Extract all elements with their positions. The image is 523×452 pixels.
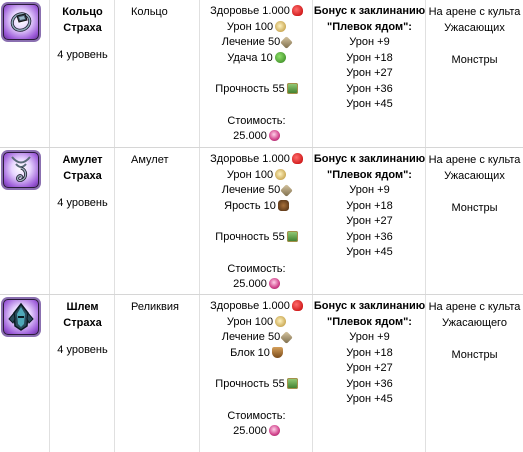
cost-value: 25.000 <box>200 129 313 145</box>
source-line: Монстры <box>451 54 498 66</box>
healing-icon <box>280 184 294 197</box>
heart-icon <box>291 153 303 164</box>
armor-icon <box>286 378 298 389</box>
stat-healing: Лечение 50 <box>200 330 313 346</box>
amulet-icon[interactable] <box>3 152 39 188</box>
bonus-line: Урон +45 <box>346 246 393 258</box>
bonus-spell: "Плевок ядом": <box>327 168 412 181</box>
bonus-line: Урон +36 <box>346 377 393 390</box>
cost-label: Стоимость: <box>227 262 286 275</box>
stat-damage: Урон 100 <box>200 168 313 184</box>
item-name: Шлем Страха <box>63 301 102 329</box>
stat-damage: Урон 100 <box>200 20 313 36</box>
source-line: Ужасающего <box>442 317 507 329</box>
gem-icon <box>268 425 280 436</box>
source-line: Ужасающих <box>444 170 505 182</box>
healing-icon <box>280 36 294 49</box>
cost-label: Стоимость: <box>227 114 286 127</box>
table-row: Шлем Страха 4 уровень Реликвия Здоровье … <box>0 295 523 452</box>
bonus-title: Бонус к заклинанию <box>313 300 426 312</box>
stat-damage: Урон 100 <box>200 315 313 331</box>
gem-icon <box>268 130 280 141</box>
rage-icon <box>277 199 289 211</box>
stat-rage: Ярость 10 <box>200 199 313 215</box>
bonus-title: Бонус к заклинанию <box>313 5 426 17</box>
bonus-line: Урон +36 <box>346 230 393 243</box>
bonus-spell: "Плевок ядом": <box>327 315 412 328</box>
armor-icon <box>286 83 298 94</box>
table-row: Амулет Страха 4 уровень Амулет Здоровье … <box>0 148 523 295</box>
bonus-spell: "Плевок ядом": <box>327 20 412 33</box>
source-line: Ужасающих <box>444 22 505 34</box>
stat-health: Здоровье 1.000 <box>200 152 313 168</box>
table-row: Кольцо Страха 4 уровень Кольцо Здоровье … <box>0 0 523 148</box>
bonus-line: Урон +9 <box>349 331 390 343</box>
bonus-line: Урон +27 <box>346 215 393 227</box>
block-icon <box>271 346 283 358</box>
damage-icon <box>275 168 287 180</box>
bonus-line: Урон +27 <box>346 362 393 374</box>
source-line: Монстры <box>451 349 498 361</box>
source-line: На арене с культа <box>428 154 521 166</box>
stat-block: Блок 10 <box>200 346 313 362</box>
item-name: Кольцо Страха <box>62 6 103 34</box>
armor-icon <box>286 231 298 242</box>
stat-healing: Лечение 50 <box>200 35 313 51</box>
stat-durability: Прочность 55 <box>200 82 313 98</box>
heart-icon <box>291 300 303 311</box>
healing-icon <box>280 331 294 344</box>
cost-label: Стоимость: <box>227 409 286 422</box>
bonus-line: Урон +18 <box>346 346 393 359</box>
bonus-line: Урон +45 <box>346 98 393 110</box>
luck-icon <box>274 51 286 63</box>
ring-icon[interactable] <box>3 4 39 40</box>
damage-icon <box>275 315 287 327</box>
bonus-line: Урон +18 <box>346 199 393 212</box>
bonus-line: Урон +18 <box>346 51 393 64</box>
heart-icon <box>291 5 303 16</box>
item-type: Амулет <box>131 154 169 166</box>
damage-icon <box>275 20 287 32</box>
bonus-line: Урон +45 <box>346 393 393 405</box>
source-line: На арене с культа <box>428 301 521 313</box>
stat-durability: Прочность 55 <box>200 230 313 246</box>
cost-value: 25.000 <box>200 277 313 293</box>
item-name: Амулет Страха <box>62 154 103 182</box>
source-line: Монстры <box>451 202 498 214</box>
bonus-line: Урон +36 <box>346 82 393 95</box>
item-level: 4 уровень <box>57 344 108 356</box>
bonus-line: Урон +9 <box>349 36 390 48</box>
stat-luck: Удача 10 <box>200 51 313 67</box>
bonus-line: Урон +9 <box>349 184 390 196</box>
helmet-icon[interactable] <box>3 299 39 335</box>
bonus-title: Бонус к заклинанию <box>313 153 426 165</box>
item-level: 4 уровень <box>57 197 108 209</box>
gem-icon <box>268 278 280 289</box>
stat-health: Здоровье 1.000 <box>200 4 313 20</box>
stat-healing: Лечение 50 <box>200 183 313 199</box>
stat-durability: Прочность 55 <box>200 377 313 393</box>
cost-value: 25.000 <box>200 424 313 440</box>
source-line: На арене с культа <box>428 6 521 18</box>
item-type: Кольцо <box>131 6 168 18</box>
stat-health: Здоровье 1.000 <box>200 299 313 315</box>
bonus-line: Урон +27 <box>346 67 393 79</box>
item-level: 4 уровень <box>57 49 108 61</box>
item-type: Реликвия <box>131 301 179 313</box>
